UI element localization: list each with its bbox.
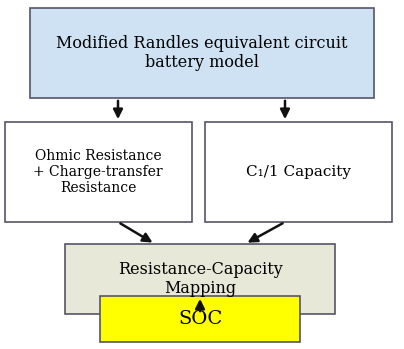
FancyBboxPatch shape bbox=[5, 122, 192, 222]
FancyBboxPatch shape bbox=[100, 296, 300, 342]
Text: C₁/1 Capacity: C₁/1 Capacity bbox=[246, 165, 351, 179]
FancyBboxPatch shape bbox=[30, 8, 374, 98]
Text: Resistance-Capacity
Mapping: Resistance-Capacity Mapping bbox=[118, 261, 282, 297]
FancyBboxPatch shape bbox=[65, 244, 335, 314]
Text: Ohmic Resistance
+ Charge-transfer
Resistance: Ohmic Resistance + Charge-transfer Resis… bbox=[33, 149, 163, 195]
Text: SOC: SOC bbox=[178, 310, 222, 328]
Text: Modified Randles equivalent circuit
battery model: Modified Randles equivalent circuit batt… bbox=[56, 35, 348, 71]
FancyBboxPatch shape bbox=[205, 122, 392, 222]
